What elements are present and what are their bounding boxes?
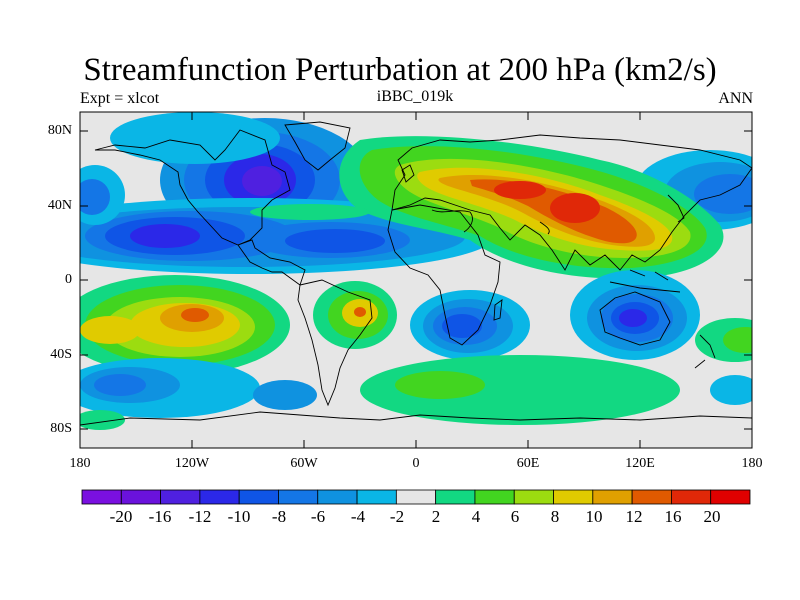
- contour-field: [80, 112, 752, 448]
- colorbar-label: 6: [510, 507, 520, 526]
- madagascar-coast: [493, 299, 503, 321]
- experiment-label: Expt = xlcot: [80, 90, 160, 107]
- colorbar-box: [592, 489, 633, 505]
- negative-anomaly-australia: [570, 270, 700, 360]
- indonesia-coast: [609, 269, 681, 293]
- colorbar-label: -4: [350, 507, 366, 526]
- colorbar-label: 16: [664, 507, 682, 526]
- south-america-coast: [297, 279, 373, 407]
- contour-level-12: [181, 308, 209, 322]
- colorbar-label: 8: [550, 507, 560, 526]
- contour-level-neg10: [619, 309, 647, 327]
- sea-shorelines: [431, 209, 550, 235]
- colorbar-box: [317, 489, 358, 505]
- contour-level-neg6: [94, 374, 146, 396]
- british-isles-coast: [401, 164, 415, 183]
- colorbar-boxes: [81, 489, 751, 505]
- colorbar-box: [474, 489, 515, 505]
- australia-coast: [599, 291, 671, 346]
- colorbar-label: 4: [471, 507, 481, 526]
- contour-level-neg8: [442, 314, 482, 338]
- positive-anomaly-eurasia: [339, 136, 724, 279]
- colorbar-box: [671, 489, 712, 505]
- antarctica-coast: [80, 411, 752, 426]
- colorbar-box: [278, 489, 319, 505]
- greenland-coast: [284, 121, 351, 171]
- colorbar-box: [160, 489, 201, 505]
- colorbar-box: [710, 489, 751, 505]
- colorbar-label: -6: [310, 507, 326, 526]
- colorbar-box: [199, 489, 240, 505]
- lon-label-180e: 180: [741, 456, 763, 471]
- colorbar-box: [395, 489, 437, 505]
- japan-coast: [667, 194, 685, 223]
- contour-level-2: [80, 410, 125, 430]
- lon-label-60e: 60E: [516, 456, 540, 471]
- colorbar-box: [435, 489, 476, 505]
- north-america-coast: [94, 129, 306, 286]
- lon-label-0: 0: [412, 456, 420, 471]
- africa-coast: [387, 204, 501, 346]
- contour-level-4: [723, 327, 752, 353]
- colorbar-box: [356, 489, 397, 505]
- colorbar-label: -12: [188, 507, 212, 526]
- colorbar-box: [81, 489, 122, 505]
- contour-level-16: [494, 181, 546, 199]
- colorbar-label: -16: [148, 507, 172, 526]
- contour-level-4: [395, 371, 485, 399]
- lon-label-60w: 60W: [290, 456, 318, 471]
- lon-label-180w: 180: [69, 456, 91, 471]
- colorbar-label: -8: [271, 507, 287, 526]
- contour-level-neg2: [110, 112, 280, 164]
- colorbar-label: 12: [625, 507, 643, 526]
- colorbar-box: [553, 489, 594, 505]
- contour-level-16: [550, 193, 600, 223]
- colorbar-label: 20: [703, 507, 721, 526]
- contour-level-2: [250, 204, 370, 220]
- lat-label-80n: 80N: [47, 123, 72, 138]
- lat-label-0: 0: [65, 272, 72, 287]
- colorbar-box: [631, 489, 672, 505]
- lat-label-40s: 40S: [50, 347, 72, 362]
- southern-ocean-anomalies: [80, 355, 680, 430]
- lat-label-40n: 40N: [47, 198, 72, 213]
- colorbar-label: -2: [389, 507, 405, 526]
- colorbar-label: -10: [227, 507, 251, 526]
- contour-level-neg10: [130, 224, 200, 248]
- map-ticks: [80, 112, 752, 448]
- colorbar-box: [238, 489, 279, 505]
- season-label: ANN: [718, 90, 753, 107]
- colorbar-box: [513, 489, 554, 505]
- contour-level-neg8: [285, 229, 385, 253]
- negative-anomaly-south-africa: [410, 290, 530, 360]
- colorbar-label: 2: [431, 507, 441, 526]
- colorbar-label: 10: [585, 507, 603, 526]
- contour-level-neg4: [253, 380, 317, 410]
- lon-label-120e: 120E: [625, 456, 655, 471]
- contour-level-12: [354, 307, 366, 317]
- plot-title: Streamfunction Perturbation at 200 hPa (…: [83, 52, 717, 88]
- lon-label-120w: 120W: [174, 456, 210, 471]
- contour-level-neg12: [242, 166, 282, 196]
- eurasia-coast: [391, 134, 752, 271]
- case-label: iBBC_019k: [376, 88, 454, 105]
- contour-level-8: [80, 316, 140, 344]
- colorbar-box: [120, 489, 161, 505]
- positive-anomaly-south-pacific: [80, 275, 290, 375]
- contour-level-neg2: [710, 375, 752, 405]
- coastlines: [80, 121, 752, 426]
- colorbar-label: -20: [109, 507, 133, 526]
- new-zealand-coast: [694, 334, 716, 369]
- lat-label-80s: 80S: [50, 421, 72, 436]
